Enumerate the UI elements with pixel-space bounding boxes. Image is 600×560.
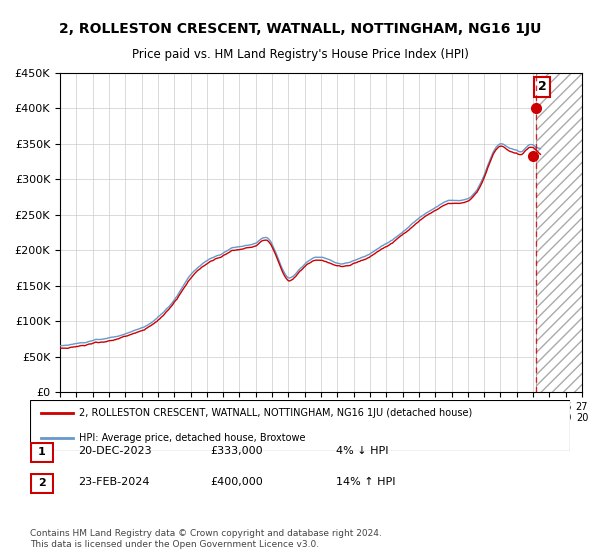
Text: 4% ↓ HPI: 4% ↓ HPI (336, 446, 389, 456)
Text: Contains HM Land Registry data © Crown copyright and database right 2024.
This d: Contains HM Land Registry data © Crown c… (30, 529, 382, 549)
Text: £333,000: £333,000 (210, 446, 263, 456)
Bar (536, 73, 582, 392)
Text: 14% ↑ HPI: 14% ↑ HPI (336, 477, 395, 487)
Text: Price paid vs. HM Land Registry's House Price Index (HPI): Price paid vs. HM Land Registry's House … (131, 48, 469, 60)
Text: 2, ROLLESTON CRESCENT, WATNALL, NOTTINGHAM, NG16 1JU (detached house): 2, ROLLESTON CRESCENT, WATNALL, NOTTINGH… (79, 408, 472, 418)
FancyBboxPatch shape (31, 474, 53, 493)
FancyBboxPatch shape (30, 400, 570, 451)
Text: £400,000: £400,000 (210, 477, 263, 487)
Text: 2, ROLLESTON CRESCENT, WATNALL, NOTTINGHAM, NG16 1JU: 2, ROLLESTON CRESCENT, WATNALL, NOTTINGH… (59, 22, 541, 36)
Text: 2: 2 (538, 81, 547, 94)
FancyBboxPatch shape (31, 443, 53, 462)
Text: 20-DEC-2023: 20-DEC-2023 (78, 446, 152, 456)
Text: 23-FEB-2024: 23-FEB-2024 (78, 477, 149, 487)
Text: HPI: Average price, detached house, Broxtowe: HPI: Average price, detached house, Brox… (79, 433, 305, 443)
Text: 1: 1 (38, 447, 46, 458)
Bar (536, 73, 582, 392)
Text: 2: 2 (38, 478, 46, 488)
